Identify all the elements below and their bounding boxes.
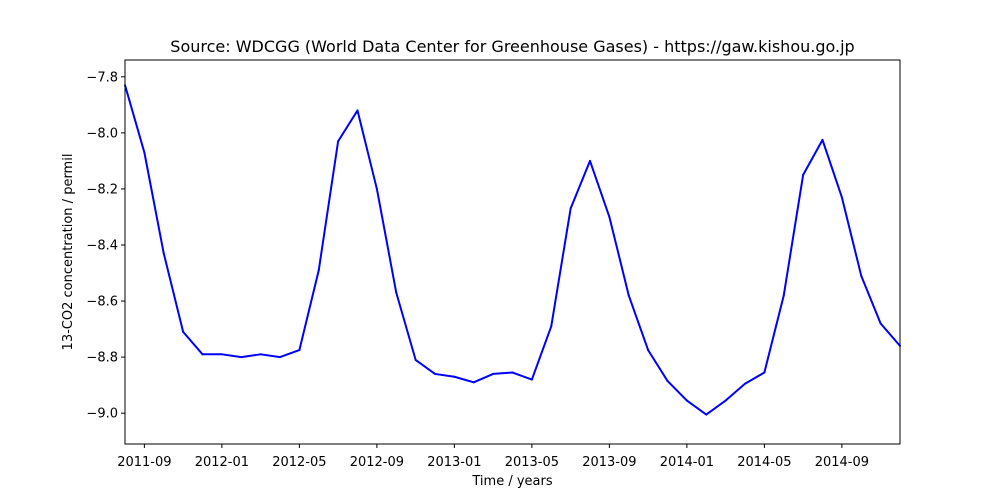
data-point	[744, 382, 746, 385]
data-point	[240, 356, 243, 359]
data-point	[802, 173, 805, 176]
data-point	[724, 399, 727, 402]
x-axis-label: Time / years	[471, 474, 552, 489]
x-tick-label: 2012-09	[350, 455, 404, 470]
plot-frame	[124, 59, 901, 445]
y-tick-label: −8.2	[86, 182, 118, 197]
data-point	[414, 358, 417, 361]
data-point	[569, 207, 572, 210]
y-tick-label: −8.4	[86, 238, 118, 253]
x-tick-label: 2013-01	[427, 455, 481, 470]
data-point	[298, 349, 301, 352]
x-tick-label: 2012-01	[195, 455, 249, 470]
data-point	[589, 159, 591, 162]
data-point	[472, 381, 475, 384]
data-point	[279, 356, 281, 359]
data-point	[705, 413, 708, 416]
x-tick-label: 2014-05	[737, 455, 791, 470]
y-tick-label: −7.8	[86, 70, 118, 85]
data-point	[259, 353, 262, 356]
data-point	[162, 252, 165, 255]
data-point	[666, 379, 669, 382]
data-point	[453, 375, 456, 378]
data-point	[647, 349, 650, 352]
data-point	[782, 294, 785, 297]
y-tick-label: −8.8	[86, 351, 118, 366]
data-point	[511, 371, 514, 374]
data-point	[685, 399, 688, 402]
data-point	[550, 325, 553, 328]
data-point	[821, 138, 824, 141]
data-point	[356, 109, 359, 112]
x-tick-label: 2014-09	[815, 455, 869, 470]
y-tick-label: −9.0	[86, 407, 118, 422]
x-tick-label: 2013-09	[582, 455, 636, 470]
data-point	[492, 372, 495, 375]
data-point	[608, 215, 611, 218]
data-point	[337, 140, 340, 143]
data-point	[627, 294, 630, 297]
x-tick-label: 2014-01	[660, 455, 714, 470]
data-point	[201, 353, 204, 356]
data-point	[317, 269, 320, 272]
x-tick-label: 2012-05	[272, 455, 326, 470]
data-point	[143, 151, 146, 154]
data-point	[434, 372, 436, 375]
data-point	[375, 187, 378, 190]
data-point	[860, 274, 863, 277]
data-point	[220, 353, 223, 356]
x-axis-ticks: 2011-09 2012-01 2012-05 2012-09 2013-01 2013-…	[117, 444, 869, 470]
y-axis-ticks: −7.8 −8.0 −8.2 −8.4 −8.6 −8.8 −9.0	[86, 70, 125, 422]
x-tick-label: 2011-09	[117, 455, 171, 470]
data-point	[840, 196, 843, 199]
chart-title: Source: WDCGG (World Data Center for Gre…	[170, 37, 854, 56]
x-tick-label: 2013-05	[505, 455, 559, 470]
y-tick-label: −8.0	[86, 126, 118, 141]
data-point	[530, 378, 533, 381]
data-point	[395, 291, 398, 294]
y-tick-label: −8.6	[86, 295, 118, 310]
plot-area	[124, 84, 901, 416]
data-point	[182, 330, 185, 333]
y-axis-label: 13-CO2 concentration / permil	[61, 154, 76, 351]
data-point	[879, 322, 882, 325]
data-point	[763, 371, 766, 374]
